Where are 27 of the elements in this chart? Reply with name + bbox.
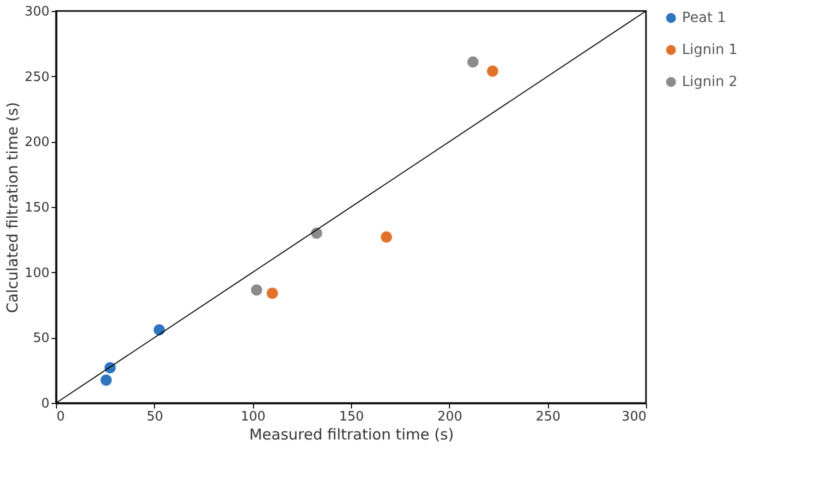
x-tick-label: 50 xyxy=(146,410,164,424)
point xyxy=(250,283,264,297)
y-tick-label: 0 xyxy=(41,396,50,412)
point xyxy=(100,374,113,387)
legend-label: Lignin 2 xyxy=(682,74,738,90)
y-tick-label: 50 xyxy=(32,331,50,346)
legend-label: Lignin 1 xyxy=(682,42,738,58)
point xyxy=(486,64,500,78)
y-tick-label: 250 xyxy=(24,70,50,85)
x-tick-label: 0 xyxy=(56,410,65,424)
x-tick-label: 150 xyxy=(339,410,364,424)
x-tick-label: 300 xyxy=(622,410,646,424)
x-axis-title: Measured filtration time (s) xyxy=(249,426,454,444)
legend-label: Peat 1 xyxy=(682,10,726,26)
x-tick-label: 200 xyxy=(437,410,462,424)
point xyxy=(266,286,279,300)
point xyxy=(380,230,394,244)
y-tick-label: 300 xyxy=(24,4,50,20)
x-tick-label: 250 xyxy=(536,410,561,424)
x-tick-label: 100 xyxy=(240,410,266,424)
y-axis-title: Calculated filtration time (s) xyxy=(4,102,22,313)
point xyxy=(466,55,480,69)
y-tick-label: 150 xyxy=(24,200,50,216)
point xyxy=(310,226,324,240)
y-tick-label: 200 xyxy=(24,135,50,150)
point xyxy=(152,323,166,336)
y-tick-label: 100 xyxy=(24,266,50,281)
